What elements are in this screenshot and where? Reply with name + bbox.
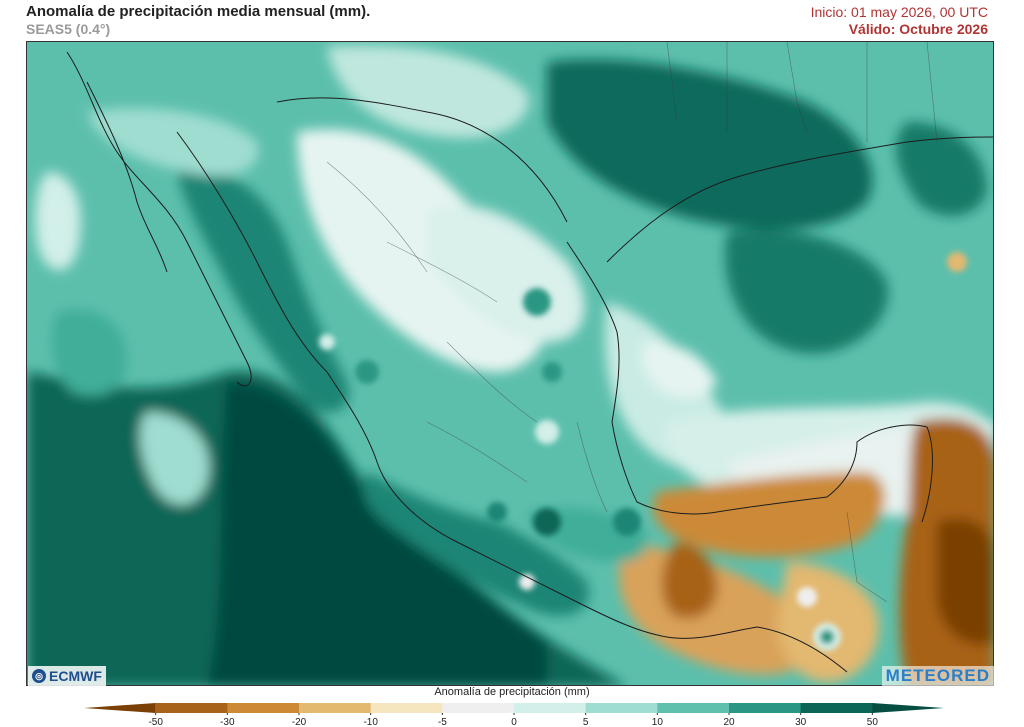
- colorbar-segment: [729, 703, 802, 713]
- colorbar-tick-label: 30: [795, 717, 807, 727]
- anomaly-details: [319, 252, 967, 651]
- colorbar-segment: [800, 703, 873, 713]
- meteored-logo: METEORED: [881, 666, 994, 686]
- colorbar-tick-label: 10: [652, 717, 664, 727]
- colorbar-tick-label: -20: [292, 717, 307, 727]
- colorbar-title: Anomalía de precipitación (mm): [434, 686, 590, 698]
- coastlines: [66, 51, 993, 673]
- anomaly-field: [27, 45, 993, 685]
- colorbar-segment: [155, 703, 228, 713]
- colorbar-tick-label: -10: [363, 717, 378, 727]
- ecmwf-logo: ◎ ECMWF: [28, 666, 106, 686]
- state-borders: [326, 42, 938, 603]
- valid-date: Válido: Octubre 2026: [848, 21, 988, 37]
- model-subtitle: SEAS5 (0.4°): [26, 21, 111, 37]
- map-canvas: [27, 42, 993, 685]
- page-title: Anomalía de precipitación media mensual …: [26, 3, 371, 20]
- colorbar-segment: [585, 703, 658, 713]
- colorbar-tick-label: 20: [723, 717, 735, 727]
- precipitation-anomaly-map: [26, 41, 994, 686]
- colorbar: -50 -30 -20 -10 -5 0 5 10 20 30 50: [84, 703, 944, 727]
- colorbar-segment: [299, 703, 372, 713]
- colorbar-tick-label: 5: [583, 717, 589, 727]
- colorbar-segment: [872, 703, 944, 713]
- init-date: Inicio: 01 may 2026, 00 UTC: [810, 4, 988, 20]
- colorbar-segment: [514, 703, 587, 713]
- colorbar-segment: [442, 703, 515, 713]
- colorbar-tick-label: 50: [867, 717, 879, 727]
- colorbar-tick-label: -30: [220, 717, 235, 727]
- colorbar-tick-label: -50: [148, 717, 163, 727]
- colorbar-tick-label: -5: [438, 717, 447, 727]
- ecmwf-logo-text: ECMWF: [49, 668, 102, 684]
- colorbar-segment: [657, 703, 730, 713]
- colorbar-segment: [227, 703, 300, 713]
- colorbar-tick-label: 0: [511, 717, 517, 727]
- colorbar-segment: [370, 703, 443, 713]
- ecmwf-globe-icon: ◎: [32, 669, 46, 683]
- colorbar-segment: [84, 703, 156, 713]
